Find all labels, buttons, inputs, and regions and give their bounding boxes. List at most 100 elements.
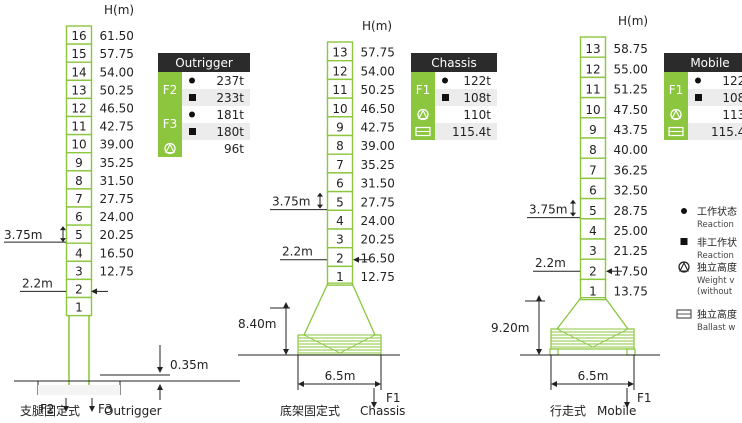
dot-icon bbox=[681, 208, 687, 214]
dim-arrow-head bbox=[91, 288, 97, 295]
height-value: 25.00 bbox=[614, 224, 648, 238]
ballast-icon bbox=[676, 309, 692, 319]
dim-arrow-head bbox=[353, 256, 359, 263]
table-value: 96t bbox=[224, 142, 244, 156]
height-value: 16.50 bbox=[100, 246, 134, 260]
table-value: 115.4t bbox=[711, 125, 742, 139]
table-row bbox=[435, 123, 497, 140]
table-group-label-cell bbox=[158, 106, 182, 140]
caption-cn: 支腿固定式 bbox=[20, 403, 80, 418]
dim-label: 9.20m bbox=[491, 321, 529, 335]
table-icon-cell bbox=[664, 106, 688, 123]
square-icon bbox=[189, 94, 196, 101]
table-group-label: F2 bbox=[163, 83, 178, 97]
height-value: 54.00 bbox=[361, 64, 395, 78]
height-value: 50.25 bbox=[361, 83, 395, 97]
height-value: 57.75 bbox=[100, 47, 134, 61]
table-row bbox=[182, 72, 250, 89]
table-value: 122t bbox=[722, 74, 742, 88]
square-icon bbox=[680, 238, 688, 245]
base-brace bbox=[303, 334, 341, 354]
mast-chassis: H(m) 13 12 11 10 9 8 7 6 5 4 3 2 1 57.75 54.00 50.25 46.5… bbox=[326, 19, 395, 286]
section-number: 1 bbox=[75, 301, 83, 315]
height-value: 36.25 bbox=[614, 163, 648, 177]
table-group-label: F1 bbox=[669, 83, 684, 97]
dim-arrow-head bbox=[298, 381, 304, 387]
dot-icon bbox=[189, 77, 195, 84]
chassis-structure: 6.5m 8.40m 3.75m 2.2m F1 底架固定式 Chassis bbox=[238, 192, 405, 418]
section-number: 13 bbox=[585, 42, 600, 56]
height-value: 24.00 bbox=[100, 210, 134, 224]
dim-label: 3.75m bbox=[272, 195, 310, 209]
dim-label: 0.35m bbox=[170, 358, 208, 372]
table-row bbox=[435, 106, 497, 123]
dim-head bbox=[317, 192, 323, 197]
section-number: 11 bbox=[332, 83, 347, 97]
legend-label-en: Ballast w bbox=[697, 323, 735, 333]
height-value: 61.50 bbox=[100, 29, 134, 43]
section-number: 8 bbox=[75, 174, 83, 188]
section-number: 13 bbox=[71, 83, 86, 97]
height-value: 43.75 bbox=[614, 123, 648, 137]
section-number: 12 bbox=[585, 62, 600, 76]
ballast-icon bbox=[668, 126, 684, 137]
tower-symbol-icon bbox=[417, 108, 429, 121]
dot-icon bbox=[189, 111, 195, 118]
section-number: 10 bbox=[71, 138, 86, 152]
dim-head bbox=[283, 349, 289, 355]
legend-label-cn: 非工作状 bbox=[697, 236, 737, 249]
table-header bbox=[411, 53, 497, 72]
section-number: 5 bbox=[75, 228, 83, 242]
dim-head bbox=[570, 212, 576, 217]
dot-icon bbox=[442, 77, 448, 84]
table-row bbox=[688, 106, 742, 123]
section-number: 13 bbox=[332, 46, 347, 60]
table-header bbox=[664, 53, 742, 72]
height-value: 32.50 bbox=[614, 184, 648, 198]
base-brace bbox=[339, 334, 376, 354]
force-label-f2: F2 bbox=[40, 402, 55, 416]
table-row bbox=[435, 89, 497, 106]
tower-symbol-triangle bbox=[671, 109, 681, 120]
load-table-outrigger: Outrigger F2 237t 233t F3 181t 180t 96t bbox=[158, 53, 250, 157]
section-number: 2 bbox=[589, 264, 597, 278]
table-value: 181t bbox=[216, 108, 244, 122]
height-value: 12.75 bbox=[100, 264, 134, 278]
table-value: 180t bbox=[216, 125, 244, 139]
section-number: 6 bbox=[75, 210, 83, 224]
dim-head bbox=[570, 199, 576, 204]
base-brace bbox=[604, 297, 629, 330]
table-row bbox=[182, 89, 250, 106]
height-value: 42.75 bbox=[361, 121, 395, 135]
outrigger-structure: 0.35m 3.75m 2.2m F2 F3 支腿固定式 Outrigger bbox=[4, 226, 240, 418]
height-value: 40.00 bbox=[614, 143, 648, 157]
table-value: 122t bbox=[463, 74, 491, 88]
tower-symbol-icon bbox=[164, 142, 176, 155]
height-value: 58.75 bbox=[614, 42, 648, 56]
dim-head bbox=[60, 226, 66, 231]
table-row bbox=[688, 72, 742, 89]
tower-symbol-triangle bbox=[679, 261, 689, 272]
height-value: 20.25 bbox=[100, 228, 134, 242]
dot-icon bbox=[695, 77, 701, 84]
section-number: 6 bbox=[589, 184, 597, 198]
height-value: 31.50 bbox=[100, 174, 134, 188]
height-value: 24.00 bbox=[361, 214, 395, 228]
force-label-f1: F1 bbox=[386, 391, 401, 405]
section-number: 9 bbox=[336, 121, 344, 135]
mast-outrigger: H(m) 16 15 14 13 12 11 10 9 8 7 6 5 4 3 2 1 61.50 57.75 54.… bbox=[65, 3, 134, 317]
square-icon bbox=[695, 94, 702, 101]
section-number: 11 bbox=[71, 120, 86, 134]
table-icon-cell bbox=[411, 106, 435, 123]
legend-label-cn: 独立高度 bbox=[697, 308, 737, 321]
dim-label: 2.2m bbox=[22, 276, 53, 290]
table-row bbox=[182, 123, 250, 140]
height-value: 42.75 bbox=[100, 120, 134, 134]
wheel-icon bbox=[549, 348, 559, 356]
section-number: 4 bbox=[336, 214, 344, 228]
height-value: 21.25 bbox=[614, 244, 648, 258]
base-brace bbox=[556, 297, 582, 330]
section-number: 15 bbox=[71, 47, 86, 61]
table-value: 115.4t bbox=[452, 125, 491, 139]
